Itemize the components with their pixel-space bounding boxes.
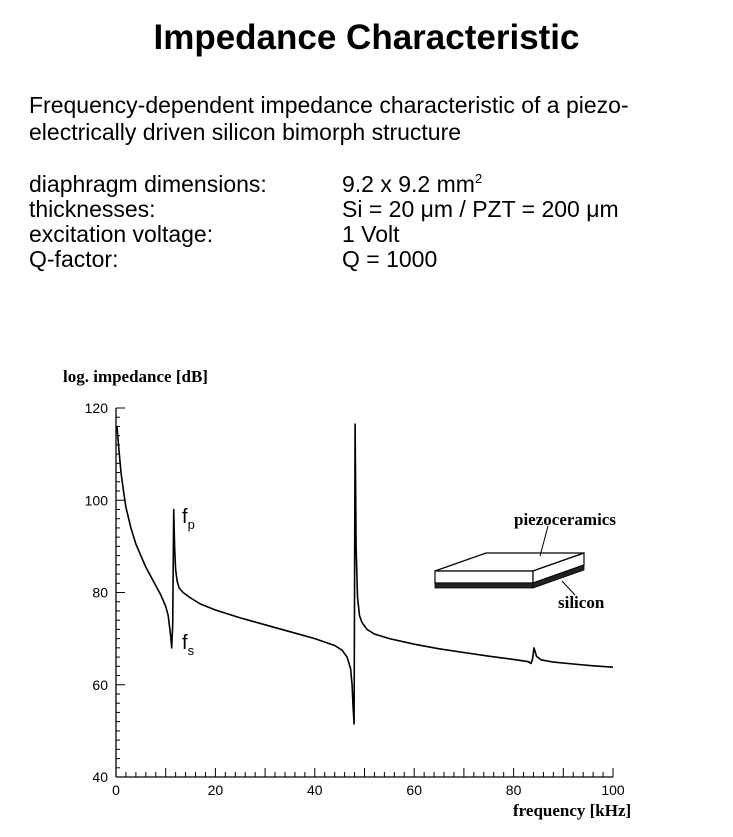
impedance-curve [116, 423, 614, 725]
fs-label: fs [182, 632, 195, 658]
fp-label: fp [182, 506, 195, 532]
silicon-label: silicon [558, 593, 605, 612]
silicon-layer-front [434, 582, 534, 589]
x-tick-label: 20 [208, 782, 224, 798]
param-label: Q-factor: [29, 246, 119, 272]
x-axis-label: frequency [kHz] [513, 801, 631, 820]
y-tick-label: 40 [92, 769, 108, 785]
param-value: 1 Volt [342, 221, 400, 247]
param-label: thicknesses: [29, 196, 156, 222]
x-tick-label: 0 [112, 782, 120, 798]
y-tick-label: 100 [85, 492, 109, 508]
page-title: Impedance Characteristic [153, 18, 580, 57]
x-tick-label: 40 [307, 782, 323, 798]
param-label: excitation voltage: [29, 221, 214, 247]
y-axis-label: log. impedance [dB] [63, 367, 208, 386]
page-subtitle: Frequency-dependent impedance characteri… [29, 92, 629, 145]
param-value: 9.2 x 9.2 mm2 [342, 171, 483, 197]
param-label: diaphragm dimensions: [29, 171, 267, 197]
x-tick-label: 100 [601, 782, 625, 798]
y-tick-label: 80 [92, 585, 108, 601]
param-value: Q = 1000 [342, 246, 438, 272]
x-tick-label: 80 [506, 782, 522, 798]
silicon-layer-side [532, 564, 585, 589]
y-tick-label: 120 [85, 400, 109, 416]
chart-axes: 40 60 80 100 120 0 20 40 60 80 100 [85, 400, 625, 798]
piezo-front-face [434, 570, 534, 584]
silicon-leader-line [561, 580, 576, 596]
param-value: Si = 20 μm / PZT = 200 μm [342, 196, 619, 222]
piezoceramics-label: piezoceramics [514, 510, 616, 529]
x-tick-label: 60 [406, 782, 422, 798]
superscript: 2 [474, 171, 483, 186]
piezo-leader-line [539, 525, 549, 557]
y-tick-label: 60 [92, 677, 108, 693]
bimorph-inset-illustration: piezoceramics silicon [434, 510, 616, 612]
